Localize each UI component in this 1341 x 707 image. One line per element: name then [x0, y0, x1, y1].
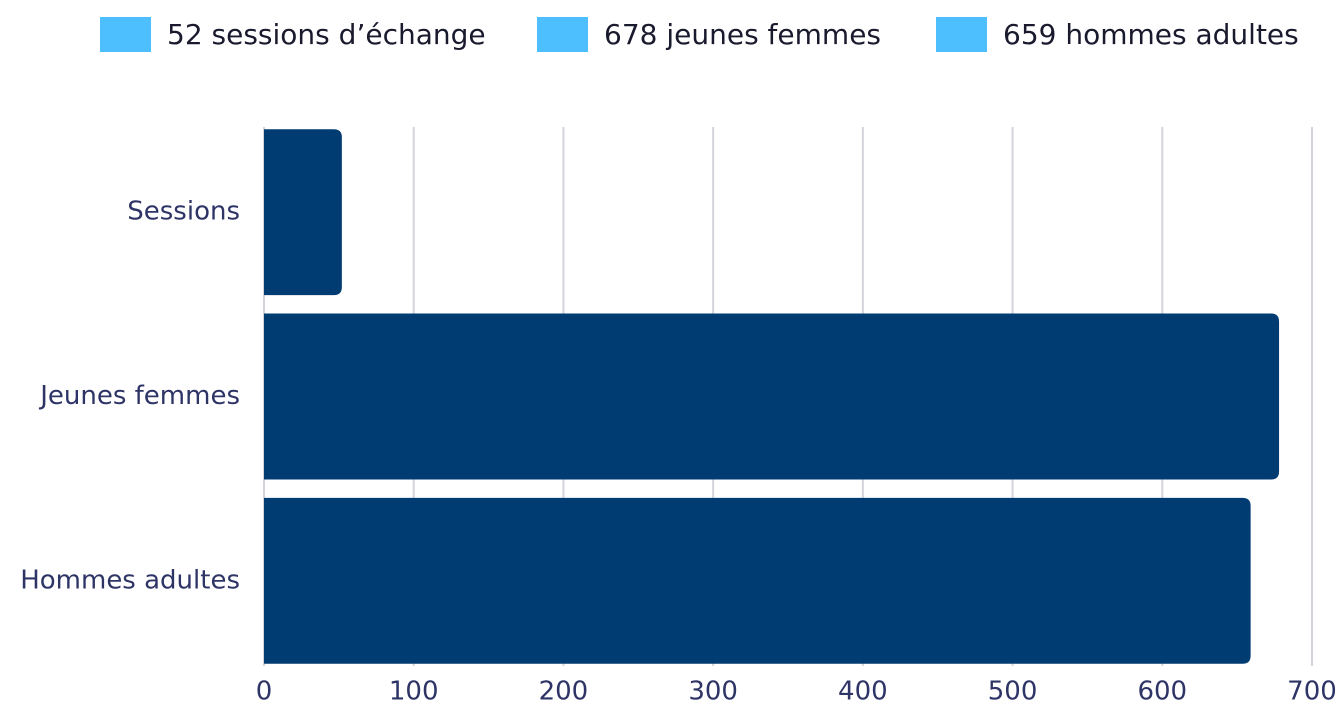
x-tick-label: 200 [539, 677, 589, 707]
x-tick-label: 300 [688, 677, 738, 707]
y-tick-label: Sessions [127, 197, 240, 227]
bar [264, 129, 342, 296]
x-tick-label: 100 [389, 677, 439, 707]
legend-swatch [537, 17, 588, 52]
x-tick-label: 400 [838, 677, 888, 707]
bar [264, 497, 1251, 664]
legend-label: 659 hommes adultes [1003, 18, 1299, 51]
legend-label: 678 jeunes femmes [604, 18, 881, 51]
x-tick-label: 0 [256, 677, 273, 707]
y-tick-label: Jeunes femmes [38, 381, 240, 411]
legend-swatch [100, 17, 151, 52]
legend-label: 52 sessions d’échange [167, 18, 486, 51]
x-tick-label: 500 [988, 677, 1038, 707]
bar [264, 313, 1280, 480]
y-tick-label: Hommes adultes [20, 565, 240, 595]
x-tick-label: 700 [1287, 677, 1337, 707]
x-tick-label: 600 [1137, 677, 1187, 707]
legend-swatch [936, 17, 987, 52]
